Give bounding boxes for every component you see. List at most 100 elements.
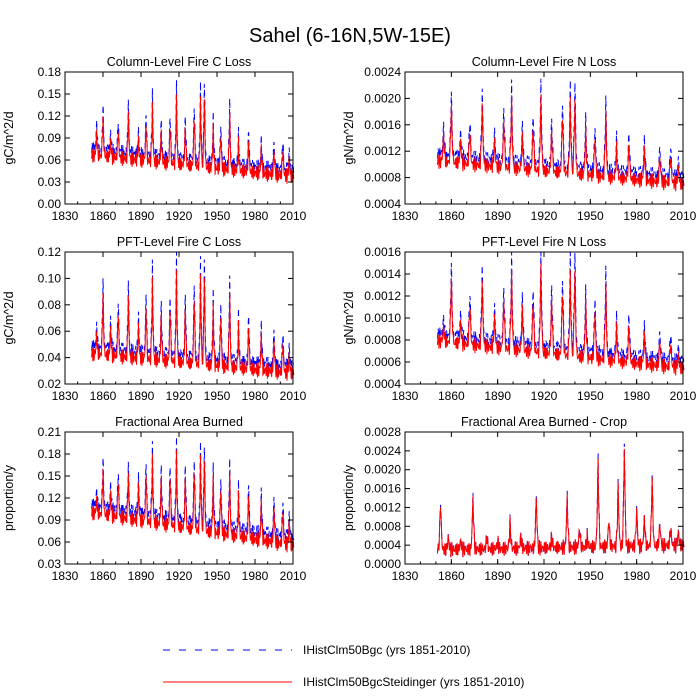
y-tick-label: 0.12 <box>38 109 62 123</box>
series-line-IHistClm50BgcSteidinger <box>91 270 295 381</box>
x-tick-label: 1920 <box>531 389 558 403</box>
y-tick-label: 0.03 <box>38 175 62 189</box>
y-tick-label: 0.0010 <box>364 311 401 325</box>
x-tick-label: 1980 <box>242 569 269 583</box>
x-tick-label: 1920 <box>166 569 193 583</box>
chart-panel: PFT-Level Fire C Loss gC/m^2/d 1830 1860 189… <box>2 235 307 403</box>
x-tick-label: 1830 <box>52 209 79 223</box>
x-tick-label: 1860 <box>90 569 117 583</box>
legend-label-1: IHistClm50Bgc (yrs 1851-2010) <box>303 643 470 657</box>
y-tick-label: 0.0004 <box>364 197 401 211</box>
x-tick-label: 1890 <box>128 209 155 223</box>
x-tick-label: 1950 <box>577 569 604 583</box>
x-tick-label: 1830 <box>52 569 79 583</box>
x-tick-label: 1920 <box>166 209 193 223</box>
chart-panel: Fractional Area Burned - Crop proportion/… <box>342 415 697 583</box>
y-tick-label: 0.06 <box>38 153 62 167</box>
series-line-IHistClm50BgcSteidinger <box>91 449 295 553</box>
y-tick-label: 0.18 <box>38 65 62 79</box>
y-tick-label: 0.15 <box>38 469 62 483</box>
y-tick-label: 0.04 <box>38 351 62 365</box>
panel-title: Column-Level Fire N Loss <box>472 55 617 69</box>
legend: IHistClm50Bgc (yrs 1851-2010) IHistClm50… <box>163 643 524 689</box>
y-axis-label: gN/m^2/d <box>342 291 356 344</box>
x-tick-label: 1890 <box>128 569 155 583</box>
y-tick-label: 0.0020 <box>364 91 401 105</box>
y-axis-label: gN/m^2/d <box>342 111 356 164</box>
x-tick-label: 1830 <box>392 389 419 403</box>
y-tick-label: 0.12 <box>38 245 62 259</box>
series-line-IHistClm50BgcSteidinger <box>436 263 685 376</box>
y-tick-label: 0.21 <box>38 425 62 439</box>
legend-label-2: IHistClm50BgcSteidinger (yrs 1851-2010) <box>303 675 524 689</box>
series-line-IHistClm50BgcSteidinger <box>436 94 685 192</box>
y-tick-label: 0.06 <box>38 324 62 338</box>
y-tick-label: 0.0024 <box>364 444 401 458</box>
x-tick-label: 1830 <box>52 389 79 403</box>
panel-title: Column-Level Fire C Loss <box>107 55 252 69</box>
plot-frame <box>64 71 294 205</box>
x-tick-label: 2010 <box>670 569 697 583</box>
panel-title: Fractional Area Burned - Crop <box>461 415 627 429</box>
y-axis-label: gC/m^2/d <box>2 111 16 164</box>
series-line-IHistClm50BgcSteidinger <box>436 448 685 558</box>
panels: Column-Level Fire C Loss gC/m^2/d 1830 1860… <box>2 55 697 583</box>
y-tick-label: 0.0008 <box>364 333 401 347</box>
y-tick-label: 0.0012 <box>364 289 401 303</box>
y-axis-label: gC/m^2/d <box>2 291 16 344</box>
x-tick-label: 1920 <box>166 389 193 403</box>
chart-panel: PFT-Level Fire N Loss gN/m^2/d 1830 1860 189… <box>342 235 697 403</box>
x-tick-label: 1830 <box>392 209 419 223</box>
panel-title: PFT-Level Fire N Loss <box>482 235 606 249</box>
y-tick-label: 0.0012 <box>364 144 401 158</box>
x-tick-label: 1980 <box>623 209 650 223</box>
x-tick-label: 1830 <box>392 569 419 583</box>
chart-panel: Column-Level Fire C Loss gC/m^2/d 1830 1860… <box>2 55 307 223</box>
y-tick-label: 0.0008 <box>364 171 401 185</box>
x-tick-label: 1980 <box>242 389 269 403</box>
y-tick-label: 0.06 <box>38 535 62 549</box>
y-axis-label: proportion/y <box>342 464 356 531</box>
x-tick-label: 1920 <box>531 209 558 223</box>
x-tick-label: 1980 <box>242 209 269 223</box>
x-tick-label: 1890 <box>484 389 511 403</box>
y-tick-label: 0.0020 <box>364 463 401 477</box>
x-tick-label: 1950 <box>204 209 231 223</box>
y-tick-label: 0.15 <box>38 87 62 101</box>
x-tick-label: 2010 <box>670 389 697 403</box>
y-tick-label: 0.0004 <box>364 377 401 391</box>
x-tick-label: 1860 <box>438 569 465 583</box>
y-tick-label: 0.03 <box>38 557 62 571</box>
x-tick-label: 1920 <box>531 569 558 583</box>
y-tick-label: 0.08 <box>38 298 62 312</box>
x-tick-label: 1860 <box>438 209 465 223</box>
y-tick-label: 0.02 <box>38 377 62 391</box>
y-tick-label: 0.0016 <box>364 245 401 259</box>
series-line-IHistClm50BgcSteidinger <box>91 94 295 184</box>
x-tick-label: 1950 <box>577 389 604 403</box>
y-tick-label: 0.09 <box>38 131 62 145</box>
x-tick-label: 1860 <box>90 389 117 403</box>
panel-title: Fractional Area Burned <box>115 415 243 429</box>
y-tick-label: 0.0024 <box>364 65 401 79</box>
x-tick-label: 1890 <box>484 569 511 583</box>
series-line-IHistClm50Bgc <box>436 251 685 369</box>
x-tick-label: 1950 <box>204 569 231 583</box>
y-tick-label: 0.0012 <box>364 500 401 514</box>
chart-panel: Fractional Area Burned proportion/y 1830 18… <box>2 415 307 583</box>
y-tick-label: 0.0008 <box>364 519 401 533</box>
y-tick-label: 0.09 <box>38 513 62 527</box>
y-tick-label: 0.00 <box>38 197 62 211</box>
y-tick-label: 0.12 <box>38 491 62 505</box>
x-tick-label: 1890 <box>128 389 155 403</box>
y-tick-label: 0.0000 <box>364 557 401 571</box>
x-tick-label: 2010 <box>280 209 307 223</box>
y-tick-label: 0.0016 <box>364 482 401 496</box>
y-tick-label: 0.10 <box>38 271 62 285</box>
x-tick-label: 1860 <box>438 389 465 403</box>
x-tick-label: 1980 <box>623 389 650 403</box>
x-tick-label: 1950 <box>577 209 604 223</box>
x-tick-label: 2010 <box>280 569 307 583</box>
y-tick-label: 0.0014 <box>364 267 401 281</box>
